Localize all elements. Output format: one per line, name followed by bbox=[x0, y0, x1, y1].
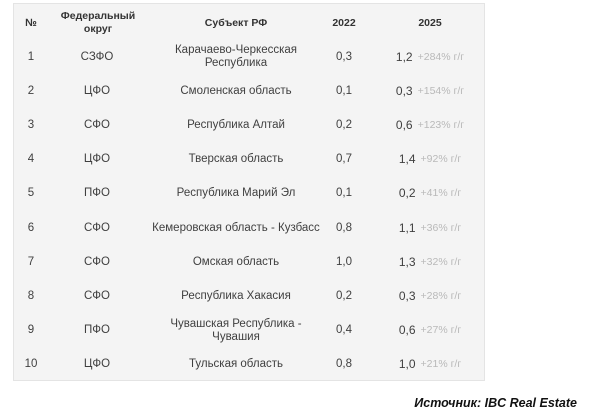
row-subject: Омская область bbox=[192, 255, 280, 268]
row-subject: Республика Алтай bbox=[187, 118, 285, 131]
row-value-2025-cell: 1,0 +21% г/г bbox=[374, 348, 486, 382]
row-subject: Смоленская область bbox=[180, 84, 292, 97]
row-subject: Кемеровская область - Кузбасс bbox=[152, 221, 320, 234]
row-subject: Чувашская Республика - Чувашия bbox=[170, 317, 302, 343]
row-district: ЦФО bbox=[83, 84, 111, 97]
row-value-2022: 0,3 bbox=[336, 50, 352, 63]
row-value-2025-cell: 0,3 +154% г/г bbox=[374, 74, 486, 108]
row-num: 7 bbox=[27, 255, 35, 268]
table-row: 10 ЦФО Тульская область 0,8 1,0 +21% г/г bbox=[14, 348, 484, 382]
row-district: ПФО bbox=[84, 324, 110, 337]
row-value-2022: 1,0 bbox=[336, 255, 352, 268]
row-num: 1 bbox=[27, 50, 35, 63]
row-value-2025: 0,3 bbox=[395, 83, 413, 98]
header-2022: 2022 bbox=[332, 16, 356, 29]
row-value-2022: 0,4 bbox=[336, 324, 352, 337]
row-value-2025: 0,6 bbox=[398, 323, 416, 338]
row-value-2025-cell: 1,2 +284% г/г bbox=[374, 40, 486, 74]
row-num: 8 bbox=[27, 289, 35, 302]
row-value-2025-cell: 0,6 +27% г/г bbox=[374, 314, 486, 348]
row-value-2025: 1,1 bbox=[398, 220, 416, 235]
table-row: 1 СЗФО Карачаево-Черкесская Республика 0,3 1… bbox=[14, 40, 484, 74]
table-row: 5 ПФО Республика Марий Эл 0,1 0,2 +41% г/г bbox=[14, 177, 484, 211]
row-change: +123% г/г bbox=[417, 118, 465, 131]
source-note: Источник: IBC Real Estate bbox=[414, 396, 577, 410]
row-district: СФО bbox=[84, 221, 110, 234]
row-value-2025-cell: 0,2 +41% г/г bbox=[374, 177, 486, 211]
row-value-2025: 1,4 bbox=[398, 152, 416, 167]
table-row: 6 СФО Кемеровская область - Кузбасс 0,8 1,1 +… bbox=[14, 211, 484, 245]
table-row: 7 СФО Омская область 1,0 1,3 +32% г/г bbox=[14, 245, 484, 279]
row-district: ЦФО bbox=[83, 358, 111, 371]
header-num: № bbox=[25, 16, 37, 29]
row-value-2025-cell: 1,4 +92% г/г bbox=[374, 143, 486, 177]
row-num: 6 bbox=[27, 221, 35, 234]
row-num: 10 bbox=[24, 358, 38, 371]
row-value-2025: 1,3 bbox=[398, 254, 416, 269]
row-value-2025-cell: 0,3 +28% г/г bbox=[374, 279, 486, 313]
table-row: 2 ЦФО Смоленская область 0,1 0,3 +154% г/г bbox=[14, 74, 484, 108]
row-value-2025: 0,6 bbox=[395, 117, 413, 132]
row-value-2022: 0,8 bbox=[336, 358, 352, 371]
row-value-2025: 1,0 bbox=[398, 357, 416, 372]
row-value-2022: 0,1 bbox=[336, 187, 352, 200]
row-value-2025: 0,3 bbox=[398, 288, 416, 303]
row-value-2025-cell: 1,3 +32% г/г bbox=[374, 245, 486, 279]
row-district: СФО bbox=[84, 118, 110, 131]
row-value-2022: 0,8 bbox=[336, 221, 352, 234]
row-change: +28% г/г bbox=[420, 289, 462, 302]
row-num: 2 bbox=[27, 84, 35, 97]
row-num: 5 bbox=[27, 187, 35, 200]
row-num: 3 bbox=[27, 118, 35, 131]
row-change: +27% г/г bbox=[420, 324, 462, 337]
header-subject: Субъект РФ bbox=[204, 16, 268, 29]
row-district: СФО bbox=[84, 255, 110, 268]
data-table: № Федеральный округ Субъект РФ 2022 2025… bbox=[13, 3, 485, 381]
row-district: СФО bbox=[84, 289, 110, 302]
row-value-2025: 0,2 bbox=[398, 186, 416, 201]
row-value-2022: 0,1 bbox=[336, 84, 352, 97]
table-row: 3 СФО Республика Алтай 0,2 0,6 +123% г/г bbox=[14, 108, 484, 142]
row-value-2022: 0,2 bbox=[336, 289, 352, 302]
row-district: ЦФО bbox=[83, 153, 111, 166]
row-change: +284% г/г bbox=[417, 50, 465, 63]
row-subject: Республика Марий Эл bbox=[176, 187, 296, 200]
table-row: 9 ПФО Чувашская Республика - Чувашия 0,4 0,6… bbox=[14, 314, 484, 348]
row-value-2025-cell: 0,6 +123% г/г bbox=[374, 108, 486, 142]
header-2025: 2025 bbox=[418, 16, 442, 29]
row-num: 9 bbox=[27, 324, 35, 337]
row-value-2022: 0,7 bbox=[336, 153, 352, 166]
row-change: +21% г/г bbox=[420, 358, 462, 371]
row-change: +41% г/г bbox=[420, 187, 462, 200]
table-row: 4 ЦФО Тверская область 0,7 1,4 +92% г/г bbox=[14, 143, 484, 177]
header-district: Федеральный округ bbox=[60, 10, 136, 35]
row-subject: Карачаево-Черкесская Республика bbox=[174, 44, 298, 69]
row-change: +36% г/г bbox=[420, 221, 462, 234]
row-district: ПФО bbox=[84, 187, 110, 200]
row-subject: Республика Хакасия bbox=[181, 289, 291, 302]
row-value-2022: 0,2 bbox=[336, 118, 352, 131]
row-num: 4 bbox=[27, 153, 35, 166]
row-change: +32% г/г bbox=[420, 255, 462, 268]
table-row: 8 СФО Республика Хакасия 0,2 0,3 +28% г/г bbox=[14, 279, 484, 313]
table-header: № Федеральный округ Субъект РФ 2022 2025 bbox=[14, 6, 484, 40]
row-change: +154% г/г bbox=[417, 84, 465, 97]
row-subject: Тульская область bbox=[188, 358, 283, 371]
row-subject: Тверская область bbox=[188, 153, 284, 166]
row-district: СЗФО bbox=[80, 50, 114, 63]
row-value-2025-cell: 1,1 +36% г/г bbox=[374, 211, 486, 245]
row-change: +92% г/г bbox=[420, 153, 462, 166]
row-value-2025: 1,2 bbox=[395, 49, 413, 64]
